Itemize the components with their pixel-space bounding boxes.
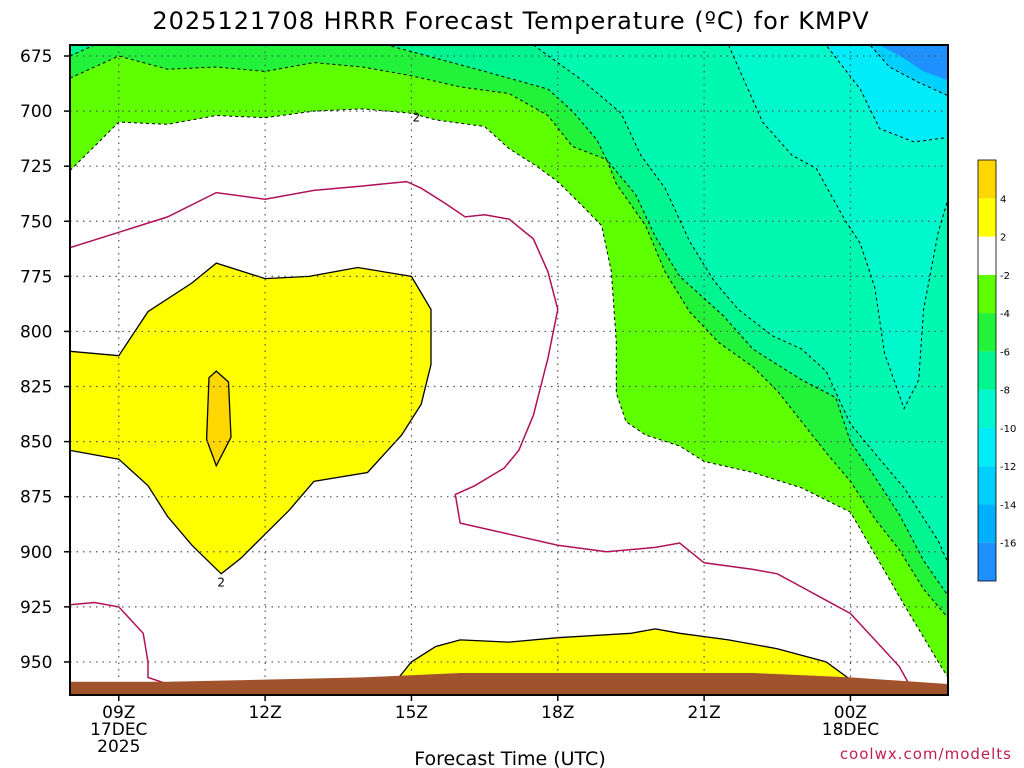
colorbar-label-4: -10: [1000, 424, 1016, 435]
y-tick-label-800: 800: [20, 322, 52, 342]
x-tick-label-9-2: 2025: [97, 737, 140, 757]
colorbar-label-7: -4: [1000, 309, 1010, 320]
colorbar-label-6: -6: [1000, 347, 1010, 358]
y-tick-label-875: 875: [20, 488, 52, 508]
x-tick-label-9-1: 17DEC: [90, 720, 147, 740]
contour-label-0: 2: [413, 111, 421, 125]
colorbar-label-10: 4: [1000, 194, 1006, 205]
colorbar: -16 -14 -12 -10 -8 -6 -4 -2 2 4: [977, 159, 1016, 582]
colorbar-swatch-8: [978, 236, 996, 275]
y-tick-label-825: 825: [20, 378, 52, 398]
region-below-minus-16: [879, 45, 948, 81]
colorbar-swatch-6: [978, 313, 996, 352]
warm-layer-above-2-upper: [70, 262, 432, 575]
band-minus-8-to-minus-10: [70, 45, 948, 563]
colorbar-swatch-2: [978, 466, 996, 505]
contour-minus-12: [791, 45, 948, 143]
contour-minus-8: [533, 45, 948, 564]
chart-title: 2025121708 HRRR Forecast Temperature (ºC…: [152, 7, 869, 35]
colorbar-label-5: -8: [1000, 386, 1010, 397]
x-tick-label-24-1: 18DEC: [822, 720, 879, 740]
x-tick-label-15-0: 15Z: [395, 703, 428, 723]
colorbar-swatch-0: [978, 542, 996, 581]
colorbar-swatch-4: [978, 389, 996, 428]
contour-minus-6: [70, 45, 948, 597]
y-tick-label-925: 925: [20, 598, 52, 618]
contour-0-lower: [70, 601, 168, 685]
y-tick-label-775: 775: [20, 267, 52, 287]
colorbar-swatch-7: [978, 274, 996, 314]
colorbar-swatch-9: [978, 198, 996, 237]
warm-layer-above-4: [205, 370, 232, 468]
x-tick-label-18-0: 18Z: [541, 703, 574, 723]
colorbar-label-3: -12: [1000, 462, 1016, 473]
y-tick-label-900: 900: [20, 543, 52, 563]
ground-terrain: [70, 673, 948, 695]
colorbar-label-1: -16: [1000, 539, 1016, 550]
credit-text: coolwx.com/modelts: [840, 745, 1012, 763]
plot-area: 22: [69, 44, 949, 696]
y-tick-label-700: 700: [20, 102, 52, 122]
x-tick-label-24-0: 00Z: [834, 703, 867, 723]
colorbar-label-9: 2: [1000, 233, 1006, 244]
colorbar-frame: [977, 159, 997, 582]
plot-content: 22: [70, 45, 948, 695]
contour-minus-14: [840, 45, 948, 97]
x-tick-label-9-0: 09Z: [102, 703, 135, 723]
y-tick-label-725: 725: [20, 157, 52, 177]
x-tick-label-21-0: 21Z: [687, 703, 720, 723]
colorbar-label-8: -2: [1000, 271, 1010, 282]
contour-minus-10: [728, 45, 948, 410]
y-tick-label-950: 950: [20, 653, 52, 673]
y-tick-label-750: 750: [20, 212, 52, 232]
colorbar-swatch-1: [978, 504, 996, 543]
x-tick-label-12-0: 12Z: [248, 703, 281, 723]
colorbar-swatch-10: [978, 160, 996, 199]
y-tick-label-675: 675: [20, 47, 52, 67]
contour-minus-2: [70, 108, 948, 678]
y-axis: 675 700 725 750 775 800 825 850 875 900 925 950: [20, 47, 70, 673]
contour-label-1: 2: [217, 576, 225, 590]
contour-0-upper: [70, 180, 910, 685]
colorbar-swatch-5: [978, 351, 996, 390]
colorbar-label-2: -14: [1000, 500, 1016, 511]
colorbar-swatch-3: [978, 427, 996, 467]
plot-frame: [69, 44, 949, 696]
y-tick-label-850: 850: [20, 433, 52, 453]
x-axis-label: Forecast Time (UTC): [414, 748, 605, 768]
contour-minus-4: [70, 55, 948, 619]
